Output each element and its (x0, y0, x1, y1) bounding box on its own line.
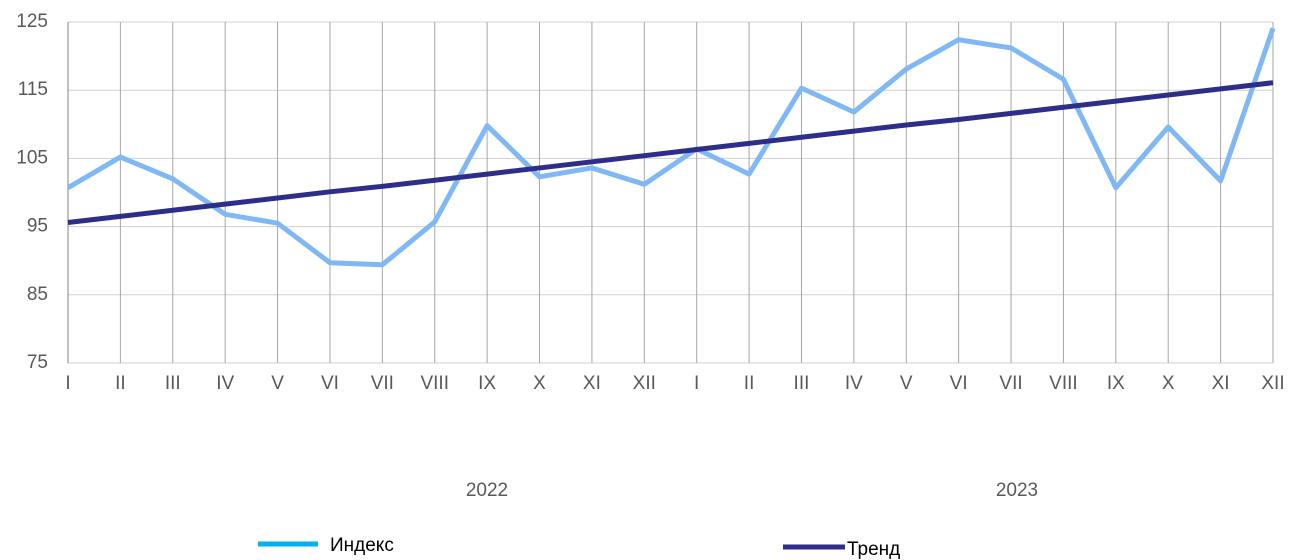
y-tick-label: 115 (18, 79, 48, 100)
x-tick-label: II (744, 373, 755, 394)
y-tick-label: 105 (16, 147, 48, 168)
x-tick-label: II (115, 373, 126, 394)
group-label: 2023 (996, 480, 1038, 501)
legend-label: Индекс (330, 535, 394, 556)
x-tick-label: IV (216, 373, 234, 394)
x-tick-label: VI (950, 373, 968, 394)
x-tick-label: IX (478, 373, 496, 394)
x-tick-label: VII (371, 373, 394, 394)
x-tick-label: XI (1212, 373, 1230, 394)
y-tick-label: 125 (16, 11, 48, 32)
y-tick-label: 85 (27, 284, 48, 305)
y-tick-label: 75 (27, 352, 48, 373)
legend-label: Тренд (847, 539, 900, 560)
x-tick-label: VIII (420, 373, 449, 394)
group-label: 2022 (466, 480, 508, 501)
x-tick-label: III (165, 373, 181, 394)
x-tick-label: V (271, 373, 284, 394)
x-tick-label: X (1162, 373, 1175, 394)
x-tick-label: X (533, 373, 546, 394)
x-tick-label: VIII (1049, 373, 1078, 394)
x-tick-label: I (65, 373, 70, 394)
x-tick-label: V (900, 373, 913, 394)
x-tick-label: IX (1107, 373, 1125, 394)
x-tick-label: VII (999, 373, 1022, 394)
series-line (66, 27, 1276, 268)
x-tick-label: III (794, 373, 810, 394)
y-tick-label: 95 (27, 216, 48, 237)
x-tick-label: VI (321, 373, 339, 394)
x-tick-label: XII (1261, 373, 1284, 394)
x-tick-label: IV (845, 373, 863, 394)
x-tick-label: I (694, 373, 699, 394)
x-tick-label: XII (633, 373, 656, 394)
x-tick-label: XI (583, 373, 601, 394)
series-line (67, 80, 1274, 225)
